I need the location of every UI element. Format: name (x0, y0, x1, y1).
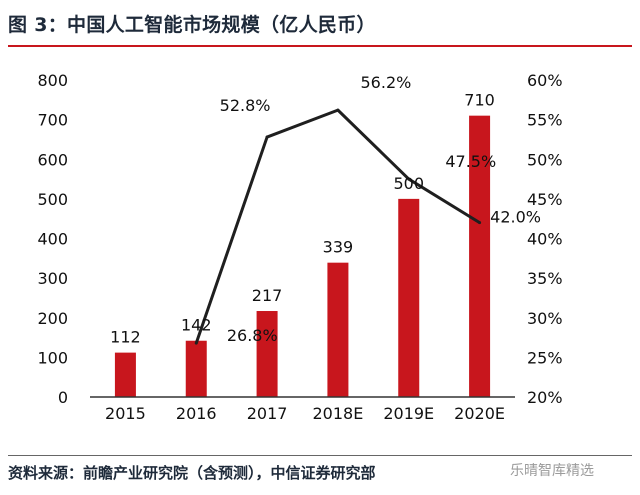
right-tick-label: 55% (527, 111, 563, 130)
right-tick-label: 50% (527, 150, 563, 169)
x-tick-label: 2016 (176, 404, 217, 423)
line-point (265, 135, 269, 139)
bar-series (114, 115, 491, 397)
x-axis-ticks: 2015 2016 2017 2018E 2019E 2020E (105, 404, 505, 423)
bar-value-label: 500 (393, 174, 424, 193)
left-tick-label: 200 (37, 309, 68, 328)
line-point (194, 341, 198, 345)
left-tick-label: 400 (37, 230, 68, 249)
right-tick-label: 45% (527, 190, 563, 209)
left-tick-label: 700 (37, 111, 68, 130)
title-rule (8, 45, 632, 47)
bar-value-label: 217 (252, 286, 283, 305)
x-tick-label: 2018E (313, 404, 364, 423)
line-point (407, 177, 411, 181)
bar-value-label: 339 (323, 238, 354, 257)
bar (256, 311, 278, 397)
line-point (336, 108, 340, 112)
x-tick-label: 2020E (454, 404, 505, 423)
line-point (478, 221, 482, 225)
left-axis-ticks: 0 100 200 300 400 500 600 700 800 (37, 71, 68, 407)
x-tick-label: 2019E (383, 404, 434, 423)
left-tick-label: 500 (37, 190, 68, 209)
bar-value-label: 112 (110, 328, 141, 347)
right-tick-label: 25% (527, 348, 563, 367)
left-tick-label: 800 (37, 71, 68, 90)
bar (185, 340, 207, 397)
line-data-labels: 26.8% 52.8% 56.2% 47.5% 42.0% (220, 73, 541, 345)
right-axis-ticks: 20% 25% 30% 35% 40% 45% 50% 55% 60% (527, 71, 563, 407)
watermark: 乐晴智库精选 (510, 463, 594, 479)
line-series (194, 108, 482, 345)
bar-value-label: 710 (464, 91, 495, 110)
bar-data-labels: 112 142 217 339 500 710 (110, 91, 495, 347)
line-value-label: 47.5% (445, 152, 496, 171)
bar (398, 198, 420, 397)
line-value-label: 42.0% (490, 208, 541, 227)
left-tick-label: 100 (37, 348, 68, 367)
right-tick-label: 40% (527, 230, 563, 249)
right-tick-label: 60% (527, 71, 563, 90)
source-rule (8, 455, 632, 456)
bar (469, 115, 491, 397)
line-value-label: 56.2% (361, 73, 412, 92)
bar-value-label: 142 (181, 316, 212, 335)
bar (327, 262, 349, 397)
line-value-label: 26.8% (227, 326, 278, 345)
source-note: 资料来源：前瞻产业研究院（含预测），中信证券研究部 (8, 464, 376, 482)
left-tick-label: 0 (58, 388, 68, 407)
right-tick-label: 20% (527, 388, 563, 407)
left-tick-label: 600 (37, 150, 68, 169)
x-tick-label: 2015 (105, 404, 146, 423)
right-tick-label: 35% (527, 269, 563, 288)
left-tick-label: 300 (37, 269, 68, 288)
x-tick-label: 2017 (247, 404, 288, 423)
line-value-label: 52.8% (220, 96, 271, 115)
bar (114, 352, 136, 397)
right-tick-label: 30% (527, 309, 563, 328)
figure-title: 图 3：中国人工智能市场规模（亿人民币） (8, 14, 376, 36)
